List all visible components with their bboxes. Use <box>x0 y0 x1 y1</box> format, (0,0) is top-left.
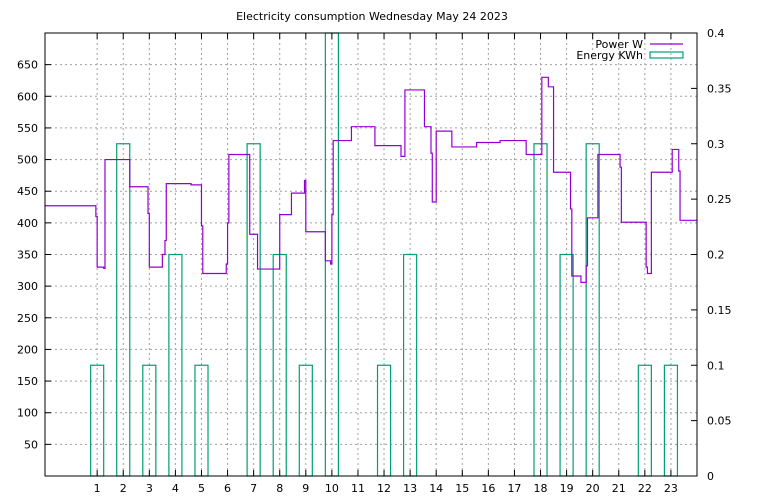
y-right-tick-label: 0 <box>707 470 714 483</box>
power-line <box>45 76 697 283</box>
y-left-tick-label: 400 <box>17 217 38 230</box>
x-tick-label: 7 <box>250 482 257 495</box>
y-left-tick-label: 300 <box>17 280 38 293</box>
y-right-tick-label: 0.35 <box>707 82 732 95</box>
legend-swatch-box <box>649 51 684 59</box>
y-right-tick-label: 0.3 <box>707 138 725 151</box>
x-tick-label: 3 <box>146 482 153 495</box>
legend-label: Power W <box>595 38 643 51</box>
x-tick-label: 18 <box>534 482 548 495</box>
x-tick-label: 14 <box>429 482 443 495</box>
y-left-tick-label: 550 <box>17 122 38 135</box>
x-tick-label: 12 <box>377 482 391 495</box>
power-line-layer <box>45 76 697 283</box>
x-tick-label: 4 <box>172 482 179 495</box>
x-tick-label: 11 <box>351 482 365 495</box>
energy-bar <box>559 253 574 477</box>
y-right-tick-label: 0.25 <box>707 193 732 206</box>
axis-ticks: 1 2 3 4 5 6 7 8 9 10 11 12 13 14 15 16 17 18 19 20 21 22 23501… <box>17 27 732 495</box>
energy-bar <box>403 253 418 477</box>
y-right-tick-label: 0.05 <box>707 415 732 428</box>
x-tick-label: 15 <box>455 482 469 495</box>
y-left-tick-label: 100 <box>17 407 38 420</box>
x-tick-label: 6 <box>224 482 231 495</box>
x-tick-label: 16 <box>481 482 495 495</box>
y-left-tick-label: 350 <box>17 249 38 262</box>
x-tick-label: 22 <box>638 482 652 495</box>
y-left-tick-label: 50 <box>24 438 38 451</box>
y-left-tick-label: 150 <box>17 375 38 388</box>
y-left-tick-label: 650 <box>17 59 38 72</box>
x-tick-label: 20 <box>586 482 600 495</box>
x-tick-label: 21 <box>612 482 626 495</box>
y-right-tick-label: 0.1 <box>707 359 725 372</box>
x-tick-label: 23 <box>664 482 678 495</box>
y-left-tick-label: 200 <box>17 343 38 356</box>
y-right-tick-label: 0.15 <box>707 304 732 317</box>
energy-bar <box>168 253 183 477</box>
x-tick-label: 9 <box>302 482 309 495</box>
legend-label: Energy KWh <box>576 49 643 62</box>
y-right-tick-label: 0.4 <box>707 27 725 40</box>
y-left-tick-label: 500 <box>17 154 38 167</box>
x-tick-label: 2 <box>120 482 127 495</box>
x-tick-label: 10 <box>325 482 339 495</box>
x-tick-label: 8 <box>276 482 283 495</box>
y-right-tick-label: 0.2 <box>707 249 725 262</box>
x-tick-label: 5 <box>198 482 205 495</box>
x-tick-label: 13 <box>403 482 417 495</box>
energy-bar <box>272 253 287 477</box>
x-tick-label: 17 <box>507 482 521 495</box>
y-left-tick-label: 600 <box>17 90 38 103</box>
y-left-tick-label: 250 <box>17 312 38 325</box>
y-left-tick-label: 450 <box>17 185 38 198</box>
x-tick-label: 1 <box>94 482 101 495</box>
chart-title: Electricity consumption Wednesday May 24… <box>236 10 508 23</box>
x-tick-label: 19 <box>560 482 574 495</box>
